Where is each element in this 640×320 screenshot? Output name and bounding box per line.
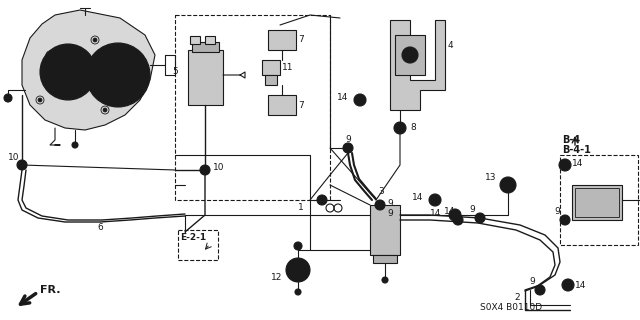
Text: FR.: FR.	[40, 285, 61, 295]
Bar	[560, 155, 638, 245]
Text: 2: 2	[515, 293, 520, 302]
Text: 14: 14	[337, 93, 348, 102]
Polygon shape	[22, 10, 155, 130]
Bar	[178, 230, 218, 260]
Circle shape	[402, 47, 418, 63]
Circle shape	[62, 66, 74, 78]
Text: 14: 14	[412, 194, 423, 203]
Text: 7: 7	[298, 100, 304, 109]
Circle shape	[343, 143, 353, 153]
Bar	[268, 95, 296, 115]
Text: 9: 9	[387, 198, 393, 207]
Circle shape	[86, 43, 150, 107]
Circle shape	[375, 200, 385, 210]
Text: 10: 10	[8, 154, 19, 163]
Text: 9: 9	[554, 207, 560, 217]
Text: 11: 11	[282, 63, 294, 73]
Bar	[192, 42, 219, 52]
Circle shape	[200, 165, 210, 175]
Circle shape	[394, 122, 406, 134]
Bar	[395, 35, 425, 75]
Bar	[572, 185, 622, 220]
Text: 10: 10	[213, 164, 225, 172]
Circle shape	[562, 279, 574, 291]
Text: 3: 3	[378, 188, 384, 196]
Circle shape	[72, 142, 78, 148]
Circle shape	[295, 289, 301, 295]
Text: 4: 4	[448, 41, 454, 50]
Circle shape	[38, 98, 42, 102]
Bar	[205, 36, 215, 44]
Text: 1: 1	[298, 204, 304, 212]
Bar	[265, 75, 277, 85]
Circle shape	[475, 213, 485, 223]
Bar	[268, 30, 296, 50]
Circle shape	[375, 210, 385, 220]
Text: B-4-1: B-4-1	[562, 145, 591, 155]
Polygon shape	[390, 20, 445, 110]
Circle shape	[48, 53, 52, 57]
Circle shape	[535, 285, 545, 295]
Text: 9: 9	[387, 209, 393, 218]
Bar	[175, 15, 330, 200]
Text: 9: 9	[345, 135, 351, 145]
Circle shape	[4, 94, 12, 102]
Text: B-4: B-4	[562, 135, 580, 145]
Text: E-2-1: E-2-1	[180, 234, 206, 243]
Circle shape	[354, 94, 366, 106]
Bar	[370, 205, 400, 255]
Circle shape	[504, 181, 512, 189]
Text: 14: 14	[575, 281, 586, 290]
Circle shape	[449, 209, 461, 221]
Text: 14: 14	[572, 158, 584, 167]
Circle shape	[317, 195, 327, 205]
Circle shape	[559, 159, 571, 171]
Circle shape	[110, 67, 126, 83]
Circle shape	[429, 194, 441, 206]
Text: 5: 5	[172, 68, 178, 76]
Text: 14: 14	[429, 209, 441, 218]
Circle shape	[500, 177, 516, 193]
Circle shape	[286, 258, 310, 282]
Circle shape	[560, 215, 570, 225]
Bar	[262, 60, 280, 75]
Text: 8: 8	[410, 124, 416, 132]
Text: 7: 7	[298, 36, 304, 44]
Text: 9: 9	[529, 277, 535, 286]
Circle shape	[93, 38, 97, 42]
Bar	[190, 36, 200, 44]
Circle shape	[294, 242, 302, 250]
Circle shape	[40, 44, 96, 100]
Text: S0X4 B0110D: S0X4 B0110D	[480, 303, 542, 313]
Text: 13: 13	[484, 173, 496, 182]
Text: 12: 12	[271, 274, 282, 283]
Bar	[575, 188, 619, 217]
Bar	[188, 50, 223, 105]
Circle shape	[17, 160, 27, 170]
Text: 6: 6	[97, 223, 103, 233]
Text: 9: 9	[469, 205, 475, 214]
Bar	[373, 255, 397, 263]
Circle shape	[103, 108, 107, 112]
Text: 14: 14	[444, 207, 456, 217]
Circle shape	[382, 277, 388, 283]
Circle shape	[453, 215, 463, 225]
